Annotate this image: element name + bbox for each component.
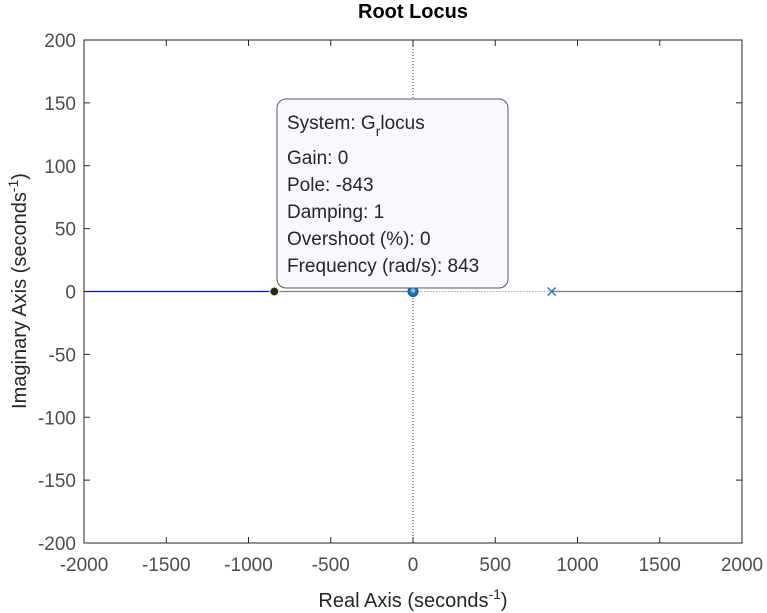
datatip-overshoot: Overshoot (%): 0 <box>287 229 431 250</box>
datatip-frequency: Frequency (rad/s): 843 <box>287 256 479 277</box>
selected-point-marker[interactable] <box>269 286 280 297</box>
locus-markers <box>269 286 557 297</box>
x-tick-label-4: 0 <box>408 555 419 576</box>
datatip-system: System: Grlocus <box>287 113 425 139</box>
datatip[interactable]: System: Grlocus Gain: 0 Pole: -843 Dampi… <box>276 98 509 289</box>
datatip-gain: Gain: 0 <box>287 148 348 169</box>
y-axis-ticks: -200 -150 -100 -50 0 50 100 150 200 <box>38 31 742 555</box>
y-tick-label-2: -100 <box>38 408 76 429</box>
x-tick-label-7: 1500 <box>639 555 681 576</box>
x-axis-ticks: -2000 -1500 -1000 -500 0 500 1000 1500 2000 <box>60 40 763 576</box>
x-tick-label-0: -2000 <box>60 555 109 576</box>
datatip-pole: Pole: -843 <box>287 175 374 196</box>
y-tick-label-1: -150 <box>38 471 76 492</box>
y-tick-label-3: -50 <box>49 345 76 366</box>
y-tick-label-5: 50 <box>55 220 76 241</box>
zero-marker-highlight-0 <box>410 288 416 293</box>
y-tick-label-7: 150 <box>44 94 76 115</box>
x-tick-label-1: -1500 <box>142 555 191 576</box>
y-tick-label-8: 200 <box>44 31 76 52</box>
y-tick-label-6: 100 <box>44 157 76 178</box>
y-tick-label-4: 0 <box>65 283 76 304</box>
chart-title: Root Locus <box>358 1 468 23</box>
x-tick-label-6: 1000 <box>556 555 598 576</box>
datatip-damping: Damping: 1 <box>287 202 384 223</box>
y-axis-label: Imaginary Axis (seconds-1) <box>5 173 31 409</box>
x-tick-label-5: 500 <box>479 555 511 576</box>
x-tick-label-8: 2000 <box>721 555 763 576</box>
x-tick-label-2: -1000 <box>224 555 273 576</box>
x-axis-label: Real Axis (seconds-1) <box>318 586 507 612</box>
datatip-box <box>276 98 509 289</box>
pole-marker-0[interactable] <box>547 287 557 296</box>
y-tick-label-0: -200 <box>38 534 76 555</box>
x-tick-label-3: -500 <box>312 555 350 576</box>
